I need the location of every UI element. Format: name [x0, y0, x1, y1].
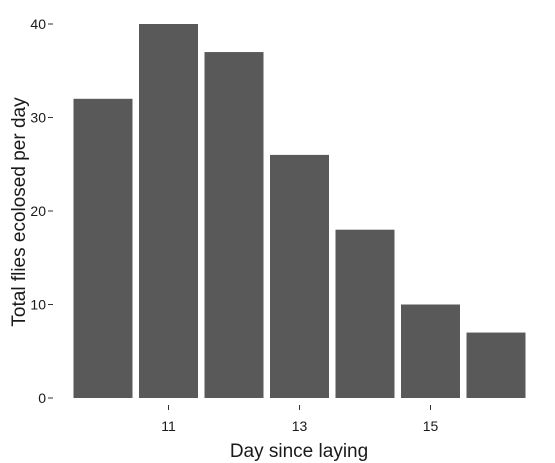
y-tick-label-40: 40 — [30, 16, 46, 32]
bars — [73, 24, 526, 399]
bar-day-14 — [335, 229, 395, 398]
bar-day-16 — [466, 332, 526, 398]
y-tick-label-10: 10 — [30, 297, 46, 313]
y-axis-title: Total flies ecolosed per day — [9, 97, 30, 327]
bar-day-11 — [139, 24, 198, 398]
x-tick-label-13: 13 — [292, 418, 308, 434]
bar-day-10 — [73, 98, 133, 399]
x-tick-label-15: 15 — [423, 418, 439, 434]
y-tick-label-20: 20 — [30, 203, 46, 219]
x-axis-title: Day since laying — [230, 441, 368, 462]
bar-day-15 — [401, 304, 460, 398]
x-axis: 11 13 15 — [161, 405, 438, 434]
x-tick-label-11: 11 — [161, 418, 176, 434]
bar-day-12 — [204, 52, 264, 399]
y-tick-label-30: 30 — [30, 110, 46, 126]
y-axis: 0 10 20 30 40 — [30, 16, 53, 406]
bar-day-13 — [270, 154, 329, 398]
y-tick-label-0: 0 — [38, 390, 46, 406]
